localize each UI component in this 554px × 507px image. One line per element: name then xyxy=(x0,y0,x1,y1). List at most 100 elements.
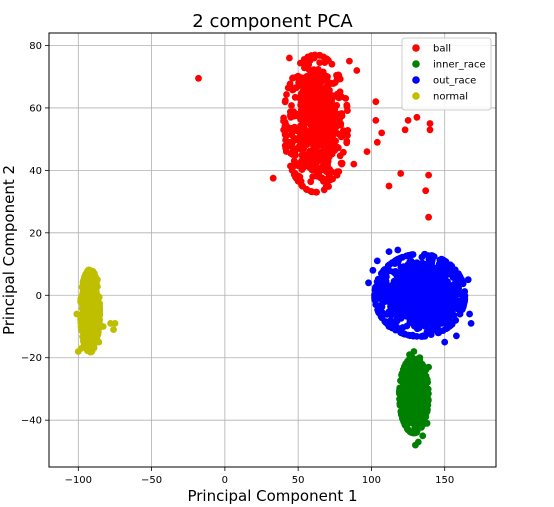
x-tick-label: 100 xyxy=(362,475,381,486)
point-out_race xyxy=(442,284,450,292)
point-out_race xyxy=(411,284,418,291)
point-ball xyxy=(298,157,306,165)
point-out_race xyxy=(467,320,475,327)
point-ball xyxy=(353,67,361,74)
point-out_race xyxy=(394,259,402,266)
point-out_race xyxy=(419,294,427,302)
point-inner_race xyxy=(423,419,431,427)
point-out_race xyxy=(396,269,404,277)
point-ball xyxy=(286,54,293,62)
point-inner_race xyxy=(404,357,411,365)
point-out_race xyxy=(399,287,407,295)
point-ball xyxy=(307,178,315,186)
point-inner_race xyxy=(403,394,411,401)
point-out_race xyxy=(378,279,386,286)
point-out_race xyxy=(385,282,393,290)
point-ball xyxy=(287,113,295,121)
point-out_race xyxy=(438,255,445,263)
point-out_race xyxy=(443,310,450,318)
point-out_race xyxy=(420,309,427,316)
point-out_race xyxy=(375,308,382,316)
point-out_race xyxy=(412,305,419,312)
point-ball xyxy=(346,57,353,65)
point-normal xyxy=(94,313,102,321)
point-ball xyxy=(320,186,328,194)
point-ball xyxy=(298,82,306,90)
point-inner_race xyxy=(412,429,420,436)
point-out_race xyxy=(456,310,464,318)
point-out_race xyxy=(430,325,438,333)
point-out_race xyxy=(450,289,458,297)
point-out_race xyxy=(409,292,417,300)
point-ball xyxy=(296,133,303,141)
point-ball xyxy=(307,121,315,129)
point-ball xyxy=(336,88,344,96)
point-inner_race xyxy=(408,388,416,396)
y-tick-label: 80 xyxy=(29,41,42,52)
point-normal xyxy=(91,270,98,277)
point-out_race xyxy=(452,270,460,278)
point-ball xyxy=(334,168,341,176)
point-out_race xyxy=(447,321,455,329)
point-ball xyxy=(302,110,310,118)
point-ball xyxy=(310,54,318,62)
point-out_race xyxy=(451,303,459,310)
data-points xyxy=(73,51,475,449)
point-out_race xyxy=(397,263,405,271)
point-out_race xyxy=(405,274,413,282)
point-out_race xyxy=(405,279,412,287)
point-normal xyxy=(87,317,95,325)
y-tick-label: −20 xyxy=(21,353,42,364)
point-ball xyxy=(309,141,317,149)
point-out_race xyxy=(369,266,377,274)
point-ball xyxy=(306,72,314,80)
point-inner_race xyxy=(419,432,427,440)
point-ball xyxy=(320,53,327,61)
point-normal xyxy=(73,310,81,318)
point-ball xyxy=(304,95,311,103)
point-inner_race xyxy=(395,388,403,396)
point-inner_race xyxy=(398,401,406,408)
point-out_race xyxy=(422,317,430,324)
point-inner_race xyxy=(405,382,413,390)
point-ball xyxy=(291,123,298,131)
point-ball xyxy=(319,137,327,145)
point-ball xyxy=(336,93,343,101)
point-inner_race xyxy=(410,416,418,424)
point-inner_race xyxy=(402,416,410,423)
point-ball xyxy=(397,170,405,177)
point-normal xyxy=(110,326,117,333)
point-ball xyxy=(344,107,351,114)
point-ball xyxy=(269,174,277,182)
legend-marker-ball xyxy=(412,44,420,52)
point-normal xyxy=(82,334,90,342)
point-ball xyxy=(335,130,343,138)
point-inner_race xyxy=(406,373,414,381)
y-tick-label: −40 xyxy=(21,416,42,427)
point-ball xyxy=(314,120,322,127)
point-ball xyxy=(335,71,342,79)
point-ball xyxy=(328,131,336,138)
point-inner_race xyxy=(418,375,425,382)
point-ball xyxy=(300,145,307,152)
legend-box xyxy=(401,37,492,111)
point-normal xyxy=(95,338,103,346)
point-ball xyxy=(320,111,327,119)
axis-ticks: −100 −50 0 50 100 150 −40 −20 0 20 40 60 80 xyxy=(21,41,454,486)
point-out_race xyxy=(375,295,383,302)
point-out_race xyxy=(408,262,415,270)
point-out_race xyxy=(429,281,437,289)
legend-marker-normal xyxy=(412,92,420,100)
legend-label-out_race: out_race xyxy=(433,76,476,87)
point-normal xyxy=(85,299,92,307)
point-ball xyxy=(385,182,393,190)
y-tick-label: 40 xyxy=(29,166,42,177)
point-out_race xyxy=(451,281,459,289)
point-out_race xyxy=(401,311,409,319)
point-out_race xyxy=(396,325,404,333)
point-ball xyxy=(301,64,308,72)
point-inner_race xyxy=(403,425,411,433)
point-ball xyxy=(343,139,351,147)
point-out_race xyxy=(411,270,419,278)
y-axis-label: Principal Component 2 xyxy=(0,165,18,335)
